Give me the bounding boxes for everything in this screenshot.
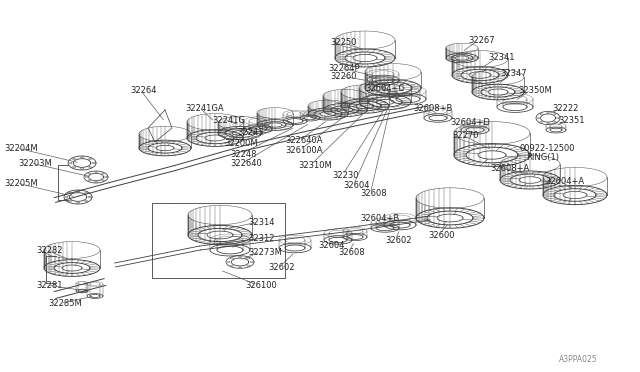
Text: 32264: 32264 bbox=[130, 86, 157, 94]
Text: 32260: 32260 bbox=[330, 71, 356, 80]
Text: 32273M: 32273M bbox=[248, 247, 282, 257]
Text: 32350M: 32350M bbox=[518, 86, 552, 94]
Text: 32341: 32341 bbox=[488, 52, 515, 61]
Text: 32267: 32267 bbox=[468, 35, 495, 45]
Text: 32205M: 32205M bbox=[4, 179, 38, 187]
Text: 32230: 32230 bbox=[332, 170, 358, 180]
Text: 32604+C: 32604+C bbox=[365, 83, 404, 93]
Text: 32604: 32604 bbox=[343, 180, 369, 189]
Text: 32310M: 32310M bbox=[298, 160, 332, 170]
Text: 322640A: 322640A bbox=[285, 135, 323, 144]
Text: A3PPA025: A3PPA025 bbox=[559, 356, 598, 365]
Text: RING(1): RING(1) bbox=[526, 153, 559, 161]
Text: 32204M: 32204M bbox=[4, 144, 38, 153]
Text: 326100: 326100 bbox=[245, 280, 276, 289]
Text: 326100A: 326100A bbox=[285, 145, 323, 154]
Text: 32600: 32600 bbox=[428, 231, 454, 240]
Text: 32608+A: 32608+A bbox=[490, 164, 529, 173]
Text: 32200M: 32200M bbox=[224, 138, 258, 148]
Text: 32282: 32282 bbox=[36, 246, 63, 254]
Text: 32241: 32241 bbox=[237, 128, 264, 137]
Text: 32608: 32608 bbox=[360, 189, 387, 198]
Text: 32241G: 32241G bbox=[212, 115, 245, 125]
Text: 322640: 322640 bbox=[230, 158, 262, 167]
Text: 32270: 32270 bbox=[452, 131, 479, 140]
Text: 32203M: 32203M bbox=[18, 158, 52, 167]
Text: 32248: 32248 bbox=[230, 150, 257, 158]
Text: 00922-12500: 00922-12500 bbox=[520, 144, 575, 153]
Text: 32604: 32604 bbox=[318, 241, 344, 250]
Text: 32264P: 32264P bbox=[328, 64, 360, 73]
Text: 32281: 32281 bbox=[36, 280, 63, 289]
Text: 32351: 32351 bbox=[558, 115, 584, 125]
Text: 32241GA: 32241GA bbox=[185, 103, 223, 112]
Text: 32608+B: 32608+B bbox=[413, 103, 452, 112]
Text: 32250: 32250 bbox=[330, 38, 356, 46]
Text: 32604+A: 32604+A bbox=[545, 176, 584, 186]
Text: 32604+B: 32604+B bbox=[360, 214, 399, 222]
Text: 32604+D: 32604+D bbox=[450, 118, 490, 126]
Text: 32602: 32602 bbox=[268, 263, 294, 273]
Text: 32602: 32602 bbox=[385, 235, 412, 244]
Text: 32222: 32222 bbox=[552, 103, 579, 112]
Text: 32608: 32608 bbox=[338, 247, 365, 257]
Text: 32285M: 32285M bbox=[48, 298, 82, 308]
Text: 32347: 32347 bbox=[500, 68, 527, 77]
Text: 32314: 32314 bbox=[248, 218, 275, 227]
Text: 32312: 32312 bbox=[248, 234, 275, 243]
